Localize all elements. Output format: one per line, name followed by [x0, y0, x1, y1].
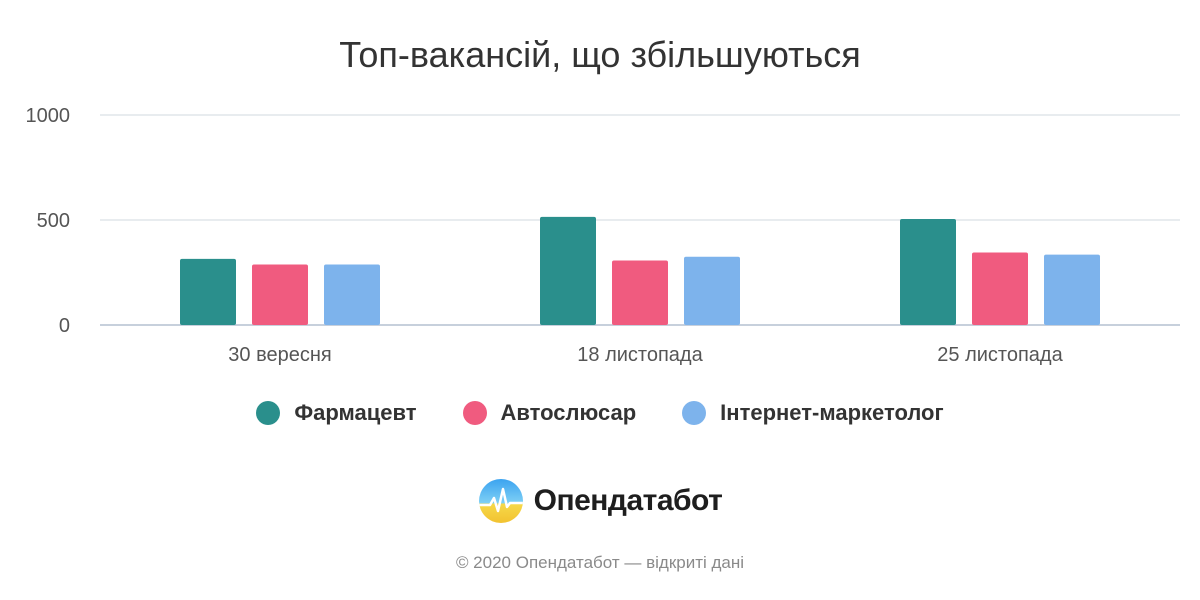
y-tick-label: 1000	[26, 105, 71, 127]
legend: Фармацевт Автослюсар Інтернет-маркетолог	[0, 400, 1200, 426]
legend-label: Інтернет-маркетолог	[720, 400, 944, 425]
bar	[1044, 254, 1100, 325]
bar-chart: 0 500 1000 30 вересня 18 листопада 25 листоп…	[26, 105, 1180, 366]
bar	[252, 264, 308, 325]
legend-swatch	[462, 401, 487, 425]
bar	[540, 216, 596, 325]
legend-label: Автослюсар	[500, 400, 637, 425]
bar	[324, 264, 380, 325]
x-axis-categories: 30 вересня 18 листопада 25 листопада	[228, 344, 1063, 366]
bar	[900, 218, 956, 325]
opendatabot-logo-icon	[478, 479, 523, 523]
x-category-label: 18 листопада	[577, 344, 703, 366]
legend-item: Інтернет-маркетолог	[682, 400, 944, 426]
bar	[612, 260, 668, 325]
legend-swatch	[682, 401, 707, 425]
legend-swatch	[256, 401, 281, 425]
footer-copyright: © 2020 Опендатабот — відкриті дані	[455, 553, 745, 572]
bar	[684, 256, 740, 325]
legend-label: Фармацевт	[294, 400, 417, 425]
chart-title: Топ-вакансій, що збільшуються	[339, 34, 861, 75]
x-category-label: 30 вересня	[228, 344, 331, 366]
legend-item: Автослюсар	[462, 400, 637, 426]
y-tick-label: 500	[37, 210, 70, 232]
brand-logo: Опендатабот	[0, 478, 1200, 524]
bars	[180, 216, 1100, 325]
y-tick-label: 0	[59, 315, 70, 337]
bar	[180, 258, 236, 325]
x-category-label: 25 листопада	[937, 344, 1063, 366]
y-axis-ticks: 0 500 1000	[26, 105, 71, 337]
legend-item: Фармацевт	[256, 400, 417, 426]
logo-text: Опендатабот	[533, 484, 723, 517]
bar	[972, 252, 1028, 325]
